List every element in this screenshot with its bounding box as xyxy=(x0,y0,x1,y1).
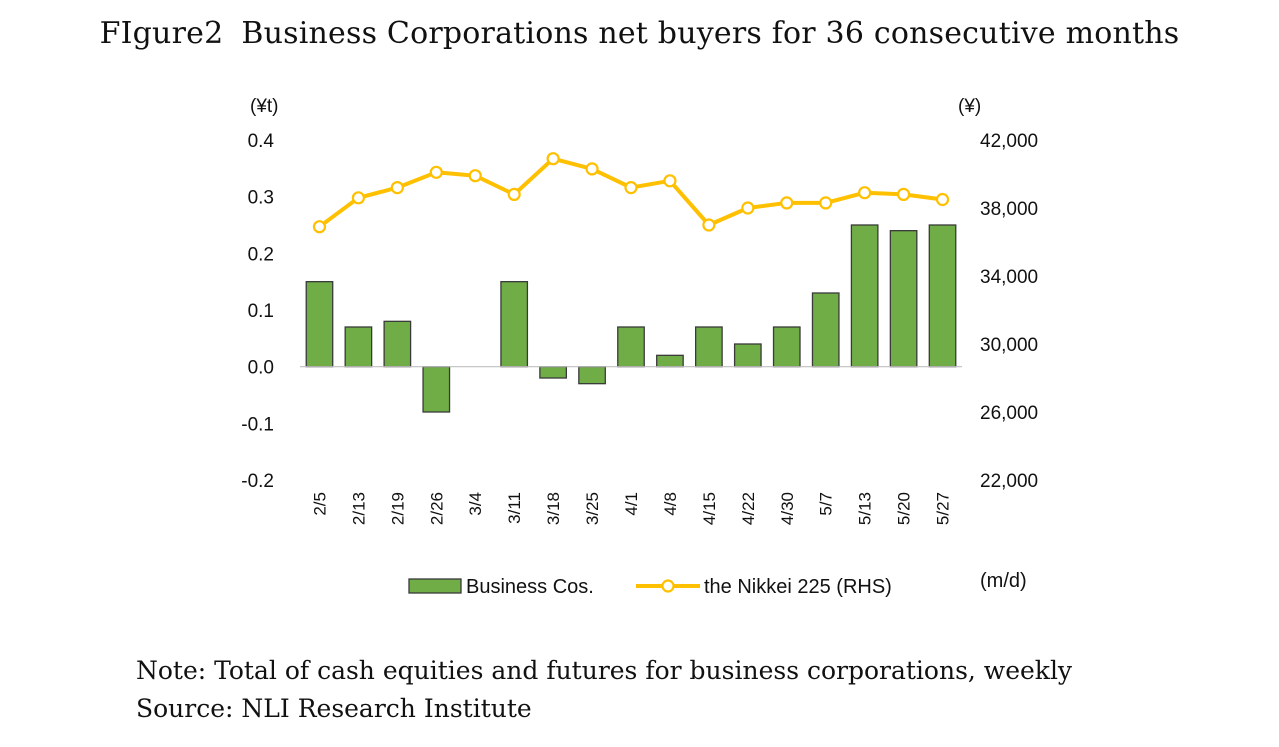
line-point xyxy=(741,201,755,215)
bar xyxy=(539,366,568,379)
x-tick-label: 5/13 xyxy=(856,492,875,525)
line-point xyxy=(312,220,327,234)
left-axis-unit: (¥t) xyxy=(250,96,279,117)
line-point xyxy=(468,169,482,183)
legend-swatch-bar xyxy=(408,578,462,594)
bar xyxy=(733,343,762,368)
line-point xyxy=(624,181,638,195)
x-axis-unit: (m/d) xyxy=(980,570,1027,592)
line-point xyxy=(819,196,833,210)
x-tick-label: 2/26 xyxy=(427,492,446,525)
line-point xyxy=(585,162,599,176)
x-tick-label: 5/27 xyxy=(934,492,953,525)
bar-series-business-cos xyxy=(305,224,957,413)
legend: Business Cos. the Nikkei 225 (RHS) (m/d) xyxy=(408,570,1027,598)
x-tick-label: 2/19 xyxy=(388,492,407,525)
line-point xyxy=(390,181,404,195)
x-tick-label: 3/11 xyxy=(505,492,524,524)
left-tick-label: 0.4 xyxy=(248,131,275,152)
right-tick-label: 26,000 xyxy=(980,403,1038,424)
source-text: Source: NLI Research Institute xyxy=(136,694,532,723)
bar xyxy=(694,326,723,368)
bar xyxy=(656,354,684,368)
right-tick-label: 22,000 xyxy=(980,471,1038,492)
x-tick-label: 4/22 xyxy=(739,492,758,525)
bar xyxy=(578,366,606,385)
bar xyxy=(617,326,645,368)
left-tick-label: 0.2 xyxy=(248,244,274,265)
right-tick-label: 30,000 xyxy=(980,335,1038,356)
bar xyxy=(772,326,801,368)
left-tick-label: -0.2 xyxy=(241,471,274,492)
line-point xyxy=(507,187,521,201)
legend-label-bar: Business Cos. xyxy=(466,576,594,598)
bar xyxy=(850,224,879,368)
line-series-nikkei xyxy=(312,152,950,234)
legend-swatch-marker xyxy=(661,579,675,593)
x-tick-label: 2/5 xyxy=(310,492,329,516)
right-tick-label: 38,000 xyxy=(980,199,1038,220)
line-point xyxy=(935,192,950,207)
chart-canvas: 0.4 0.3 0.2 0.1 0.0 -0.1 -0.2 (¥t) 42,000 38,000… xyxy=(241,96,1038,598)
bar xyxy=(811,292,840,368)
title-text: Business Corporations net buyers for 36 … xyxy=(241,16,1180,51)
bar xyxy=(889,230,918,368)
line-point xyxy=(546,152,560,166)
bar xyxy=(344,326,373,368)
left-tick-label: 0.3 xyxy=(248,188,274,209)
left-tick-label: 0.0 xyxy=(248,358,274,379)
legend-label-line: the Nikkei 225 (RHS) xyxy=(704,576,892,598)
x-tick-label: 3/18 xyxy=(544,492,563,525)
line-point xyxy=(702,218,716,232)
bar xyxy=(383,320,412,368)
bar xyxy=(500,281,529,368)
x-tick-label: 3/25 xyxy=(583,492,602,525)
left-tick-label: 0.1 xyxy=(248,301,274,322)
bar xyxy=(305,281,334,368)
left-tick-label: -0.1 xyxy=(241,414,274,435)
title-prefix: FIgure2 xyxy=(99,16,224,51)
x-axis-labels: 2/5 2/13 2/19 2/26 3/4 3/11 3/18 3/25 4/1 4/8 4/15… xyxy=(310,492,952,525)
chart-title: FIgure2 Business Corporations net buyers … xyxy=(0,16,1279,51)
x-tick-label: 4/8 xyxy=(661,492,680,516)
line-point xyxy=(780,196,794,210)
right-tick-label: 34,000 xyxy=(980,267,1038,288)
x-tick-label: 5/7 xyxy=(817,492,836,516)
bar xyxy=(928,224,957,368)
note-text: Note: Total of cash equities and futures… xyxy=(136,656,1073,685)
line-point xyxy=(351,191,366,205)
line-point xyxy=(663,174,677,188)
line-point xyxy=(429,165,443,179)
x-tick-label: 5/20 xyxy=(895,492,914,525)
line-point xyxy=(858,186,872,200)
x-tick-label: 4/30 xyxy=(778,492,797,525)
right-axis: 42,000 38,000 34,000 30,000 26,000 22,000 (¥) xyxy=(958,96,1038,492)
bar xyxy=(422,366,451,413)
line-point xyxy=(896,187,911,201)
left-axis: 0.4 0.3 0.2 0.1 0.0 -0.1 -0.2 (¥t) xyxy=(241,96,278,492)
x-tick-label: 4/1 xyxy=(622,492,641,516)
x-tick-label: 4/15 xyxy=(700,492,719,525)
x-tick-label: 2/13 xyxy=(349,492,368,525)
right-tick-label: 42,000 xyxy=(980,131,1038,152)
right-axis-unit: (¥) xyxy=(958,96,981,117)
x-tick-label: 3/4 xyxy=(466,492,485,516)
